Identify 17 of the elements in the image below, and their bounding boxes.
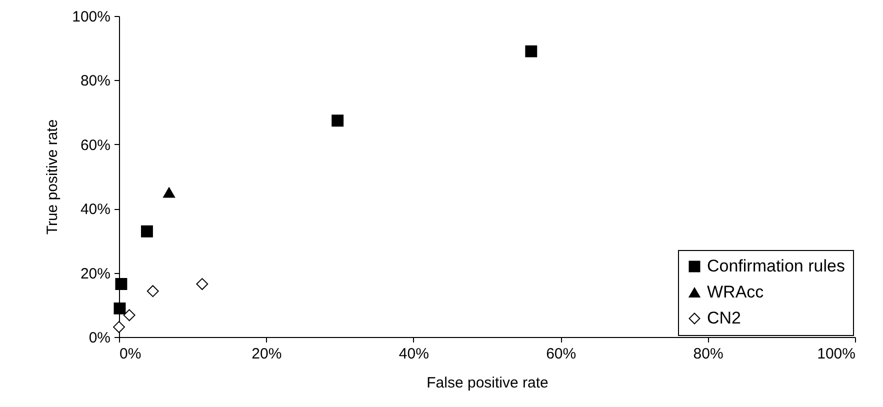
y-tick-label: 100% [72, 8, 110, 26]
y-tick-label: 40% [80, 201, 110, 218]
y-axis-title: True positive rate [44, 119, 62, 235]
y-tick-label: 80% [80, 72, 110, 90]
x-tick-label: 40% [398, 346, 429, 362]
x-tick-label: 0% [120, 346, 142, 362]
x-axis-title: False positive rate [426, 374, 548, 392]
legend-label: WRAcc [707, 282, 764, 302]
y-tick-label: 60% [80, 136, 110, 154]
x-tick-label: 60% [546, 346, 576, 362]
x-tick-label: 80% [693, 346, 724, 362]
y-tick-label: 0% [88, 330, 110, 346]
y-tick-label: 20% [80, 265, 110, 282]
legend-label: Confirmation rules [707, 256, 845, 276]
legend-label: CN2 [707, 308, 742, 328]
x-tick-label: 20% [252, 346, 282, 362]
x-tick-label: 100% [817, 346, 856, 362]
